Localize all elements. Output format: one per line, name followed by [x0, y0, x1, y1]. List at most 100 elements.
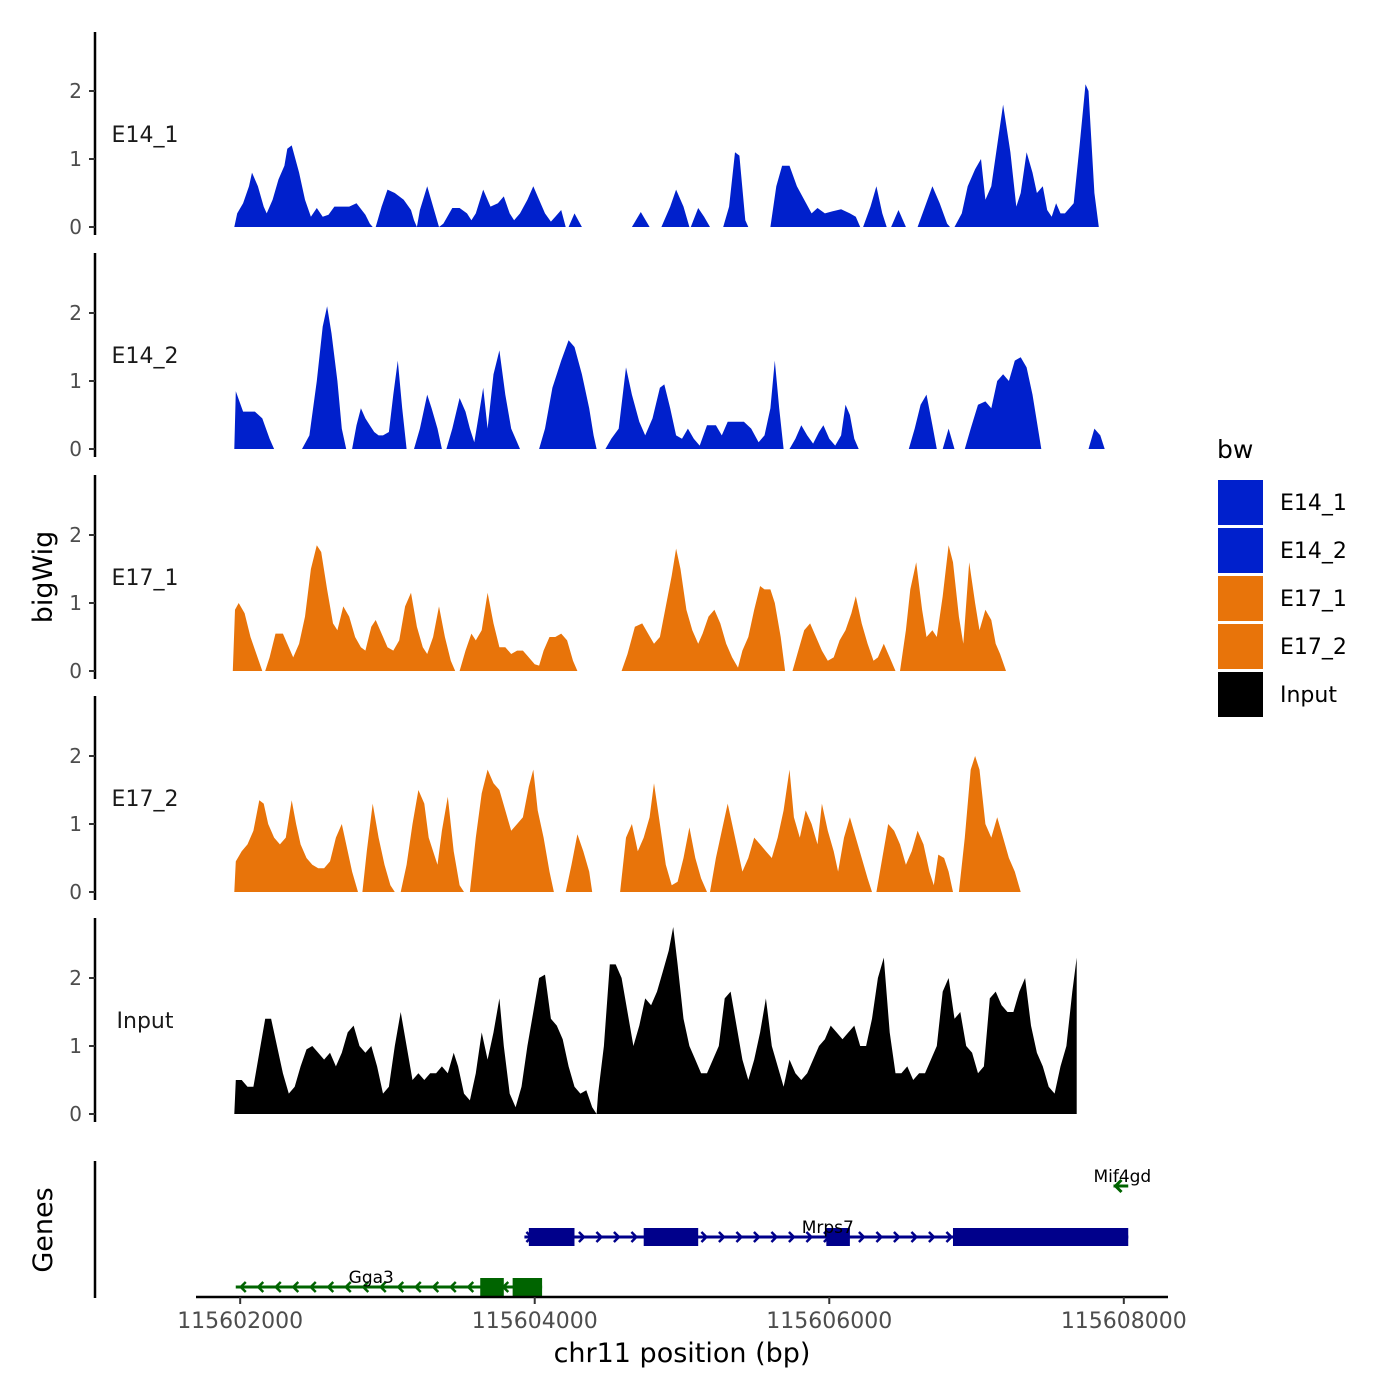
coverage-area-e14_2: [302, 306, 347, 449]
coverage-area-e17_2: [710, 769, 872, 892]
y-tick-label: 1: [69, 369, 82, 393]
legend: bw E14_1 E14_2 E17_1 E17_2 Input: [1217, 435, 1347, 717]
gene-gga3: Gga3: [235, 1268, 543, 1296]
strand-chevron: [718, 1231, 726, 1243]
strand-chevron: [910, 1231, 919, 1243]
y-tick-label: 0: [69, 215, 82, 239]
y-tick-label: 1: [69, 591, 82, 615]
coverage-area-e17_2: [620, 783, 707, 892]
y-tick-label: 0: [69, 880, 82, 904]
coverage-area-e14_2: [964, 357, 1042, 449]
legend-swatch: [1218, 480, 1263, 525]
coverage-tracks: 0 1 2 E14_1 0 1 2 E14_2 0 1 2 E17_1 0 1 2 E17_2 0 1 2 Input: [69, 32, 1105, 1126]
strand-chevron: [326, 1281, 335, 1293]
strand-chevron: [928, 1231, 936, 1243]
y-tick-label: 1: [69, 812, 82, 836]
x-tick-label: 115606000: [766, 1309, 892, 1334]
x-axis: 115602000 115604000 115606000 115608000: [177, 1295, 1187, 1334]
legend-item-e14_2: E14_2: [1218, 528, 1347, 573]
track-input: 0 1 2 Input: [69, 918, 1077, 1126]
strand-chevron: [291, 1281, 300, 1293]
coverage-area-e17_2: [469, 769, 554, 892]
gene-label: Mrps7: [802, 1218, 854, 1238]
y-tick-label: 2: [69, 301, 82, 325]
strand-chevron: [273, 1281, 282, 1293]
coverage-area-e14_2: [234, 391, 275, 449]
coverage-area-e17_1: [232, 603, 263, 671]
strand-chevron: [630, 1231, 639, 1243]
strand-chevron: [413, 1281, 422, 1293]
coverage-area-e17_2: [362, 803, 395, 892]
coverage-area-e17_2: [234, 800, 358, 892]
y-tick-label: 0: [69, 1102, 82, 1126]
strand-chevron: [858, 1231, 866, 1243]
coverage-area-e17_1: [792, 596, 896, 671]
coverage-area-e14_2: [789, 404, 859, 449]
strand-chevron: [788, 1231, 796, 1243]
coverage-area-e14_1: [954, 84, 1099, 227]
coverage-area-input: [234, 927, 1077, 1114]
coverage-area-e17_1: [265, 545, 456, 671]
exon-block: [528, 1228, 575, 1246]
exon-block: [512, 1278, 543, 1296]
legend-swatch: [1218, 624, 1263, 669]
coverage-area-e14_1: [917, 186, 950, 227]
strand-chevron: [595, 1231, 604, 1243]
coverage-area-e17_1: [621, 548, 786, 671]
legend-title: bw: [1217, 435, 1253, 464]
strand-chevron: [875, 1231, 884, 1243]
y-tick-label: 1: [69, 147, 82, 171]
legend-item-e17_2: E17_2: [1218, 624, 1347, 669]
x-tick-label: 115608000: [1061, 1309, 1187, 1334]
coverage-area-e14_2: [539, 340, 597, 449]
strand-chevron: [735, 1231, 744, 1243]
panel-label-e14_2: E14_2: [112, 344, 179, 369]
exon-block: [480, 1278, 504, 1296]
strand-chevron: [805, 1231, 814, 1243]
y-tick-label: 0: [69, 659, 82, 683]
strand-chevron: [448, 1281, 457, 1293]
exon-block: [952, 1228, 1129, 1246]
x-axis-title: chr11 position (bp): [554, 1338, 811, 1369]
panel-label-input: Input: [117, 1009, 174, 1034]
coverage-area-e17_2: [876, 824, 953, 892]
strand-arrow: [1113, 1178, 1123, 1194]
coverage-area-e14_2: [414, 394, 442, 449]
exon-block: [643, 1228, 699, 1246]
x-tick-label: 115602000: [177, 1309, 303, 1334]
legend-label: E17_2: [1280, 635, 1347, 660]
coverage-area-e14_2: [1088, 428, 1105, 449]
strand-chevron: [396, 1281, 405, 1293]
track-e14_1: 0 1 2 E14_1: [69, 32, 1099, 239]
y-tick-label: 2: [69, 966, 82, 990]
strand-chevron: [343, 1281, 352, 1293]
coverage-area-e14_2: [942, 428, 955, 449]
track-e14_2: 0 1 2 E14_2: [69, 253, 1105, 461]
legend-label: E17_1: [1280, 587, 1347, 612]
y-tick-label: 0: [69, 437, 82, 461]
y-tick-label: 2: [69, 744, 82, 768]
exon-block: [826, 1228, 850, 1246]
coverage-area-e14_1: [661, 189, 690, 227]
strand-chevron: [945, 1231, 954, 1243]
coverage-area-e14_1: [631, 212, 650, 227]
strand-chevron: [361, 1281, 370, 1293]
strand-chevron: [893, 1231, 901, 1243]
y-axis-title: bigWig: [28, 531, 59, 624]
legend-item-input: Input: [1218, 672, 1337, 717]
strand-chevron: [256, 1281, 265, 1293]
legend-label: E14_2: [1280, 539, 1347, 564]
coverage-area-e14_1: [690, 208, 710, 227]
strand-chevron: [770, 1231, 779, 1243]
gene-mrps7: Mrps7: [524, 1218, 1129, 1246]
y-tick-label: 1: [69, 1034, 82, 1058]
legend-item-e17_1: E17_1: [1218, 576, 1347, 621]
legend-label: E14_1: [1280, 491, 1347, 516]
gene-track: Gga3 Mrps7 Mif4gd: [93, 1161, 1151, 1298]
coverage-area-e14_1: [375, 186, 566, 227]
coverage-area-e14_1: [234, 145, 373, 227]
strand-chevron: [613, 1231, 621, 1243]
coverage-area-e14_1: [891, 210, 906, 227]
y-tick-label: 2: [69, 79, 82, 103]
